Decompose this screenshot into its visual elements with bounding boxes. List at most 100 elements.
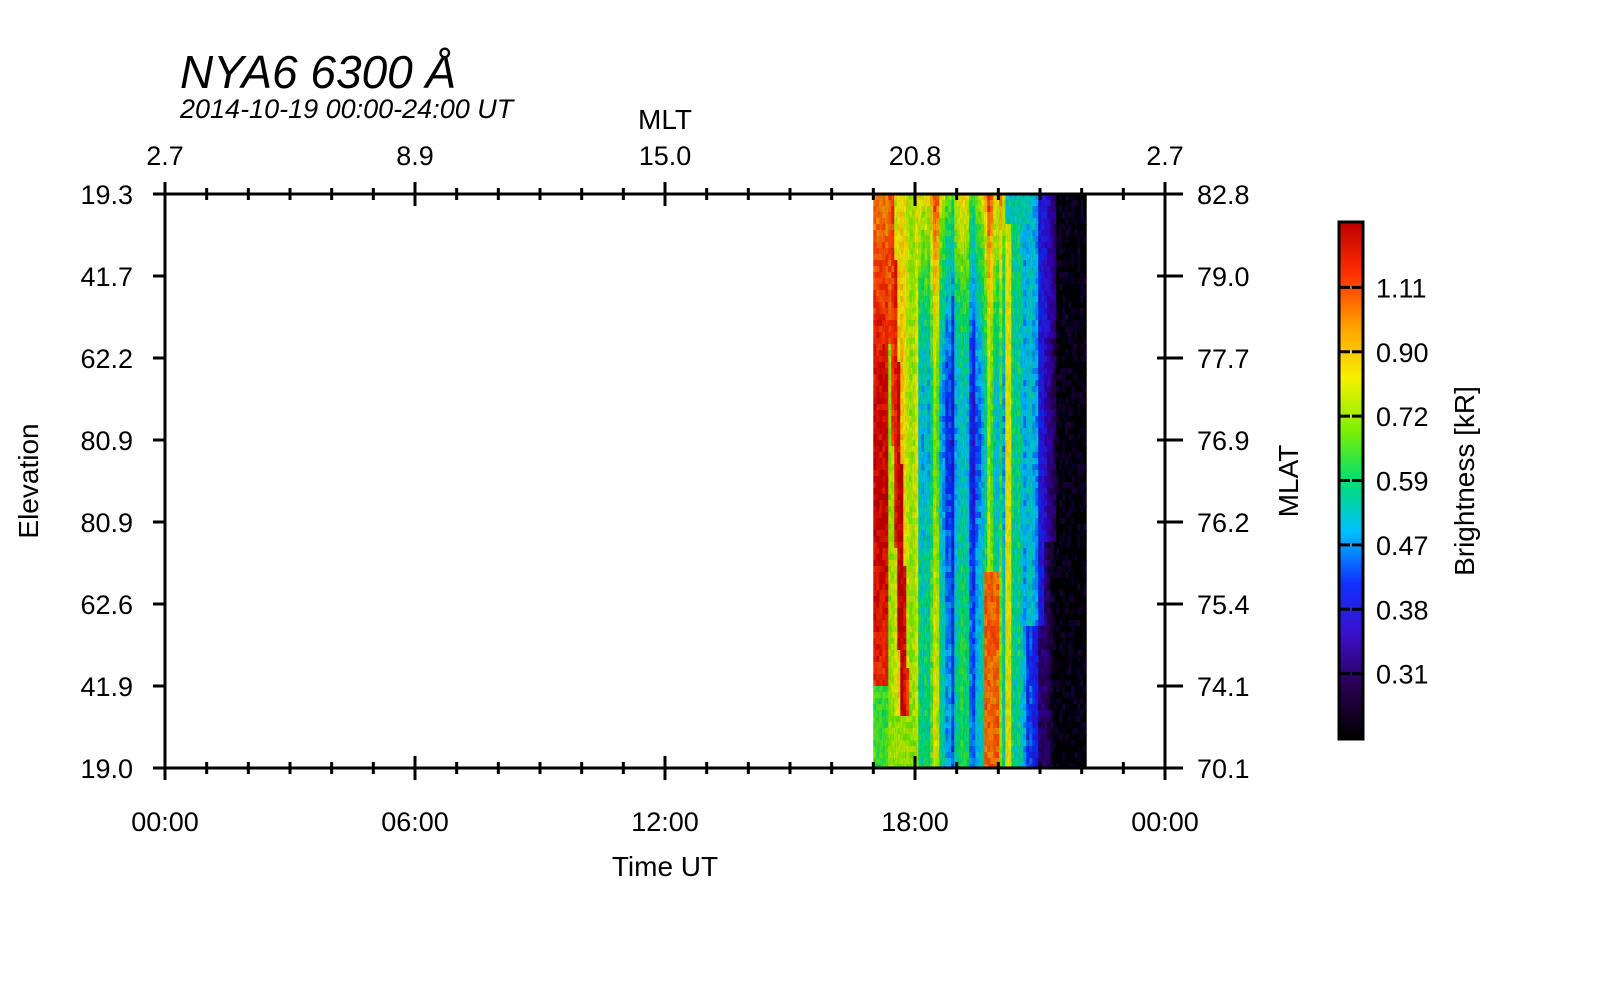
heatmap-cell [897,524,901,531]
heatmap-cell [990,668,994,675]
heatmap-cell [1017,458,1021,465]
heatmap-cell [924,536,928,543]
heatmap-cell [948,380,952,387]
heatmap-cell [951,392,955,399]
heatmap-cell [909,596,913,603]
heatmap-cell [945,428,949,435]
heatmap-cell [906,614,910,621]
heatmap-cell [912,746,916,753]
heatmap-cell [873,686,877,693]
heatmap-cell [975,362,979,369]
heatmap-cell [972,356,976,363]
heatmap-cell [966,710,970,717]
heatmap-cell [999,458,1003,465]
heatmap-cell [1017,272,1021,279]
heatmap-cell [909,416,913,423]
heatmap-cell [906,308,910,315]
heatmap-cell [921,278,925,285]
heatmap-cell [960,392,964,399]
heatmap-cell [1017,332,1021,339]
heatmap-cell [951,626,955,633]
heatmap-cell [1023,692,1027,699]
heatmap-cell [1020,494,1024,501]
heatmap-cell [999,512,1003,519]
heatmap-cell [891,368,895,375]
heatmap-cell [975,566,979,573]
heatmap-cell [930,560,934,567]
heatmap-cell [933,746,937,753]
heatmap-cell [993,572,997,579]
heatmap-cell [927,272,931,279]
heatmap-cell [945,464,949,471]
heatmap-cell [1020,242,1024,249]
heatmap-cell [924,764,928,768]
heatmap-cell [969,398,973,405]
heatmap-cell [903,452,907,459]
heatmap-cell [954,602,958,609]
heatmap-cell [972,464,976,471]
heatmap-cell [894,248,898,255]
heatmap-cell [927,620,931,627]
heatmap-cell [1002,446,1006,453]
heatmap-cell [921,710,925,717]
heatmap-cell [936,686,940,693]
heatmap-cell [957,746,961,753]
heatmap-cell [1005,740,1009,747]
heatmap-cell [939,278,943,285]
heatmap-cell [981,308,985,315]
heatmap-cell [924,572,928,579]
heatmap-cell [960,350,964,357]
heatmap-cell [882,350,886,357]
heatmap-cell [954,500,958,507]
heatmap-cell [1026,392,1030,399]
heatmap-cell [906,476,910,483]
heatmap-cell [945,440,949,447]
heatmap-cell [924,404,928,411]
heatmap-cell [903,746,907,753]
heatmap-cell [1005,572,1009,579]
heatmap-cell [1002,338,1006,345]
heatmap-cell [927,728,931,735]
heatmap-cell [1005,506,1009,513]
heatmap-cell [978,386,982,393]
heatmap-cell [984,356,988,363]
heatmap-cell [969,278,973,285]
heatmap-cell [912,734,916,741]
heatmap-cell [1014,488,1018,495]
heatmap-cell [885,548,889,555]
heatmap-cell [909,206,913,213]
heatmap-cell [993,446,997,453]
heatmap-cell [948,284,952,291]
heatmap-cell [1008,620,1012,627]
heatmap-cell [1011,308,1015,315]
heatmap-cell [945,638,949,645]
heatmap-cell [981,728,985,735]
heatmap-cell [999,422,1003,429]
heatmap-cell [1023,710,1027,717]
heatmap-cell [879,332,883,339]
heatmap-cell [969,572,973,579]
heatmap-cell [966,362,970,369]
heatmap-cell [1020,680,1024,687]
keogram-image [873,195,1087,768]
heatmap-cell [873,722,877,729]
heatmap-cell [1005,332,1009,339]
heatmap-cell [933,686,937,693]
heatmap-cell [879,638,883,645]
heatmap-cell [954,734,958,741]
heatmap-cell [936,248,940,255]
heatmap-cell [1005,698,1009,705]
heatmap-cell [1008,530,1012,537]
heatmap-cell [909,704,913,711]
heatmap-cell [942,578,946,585]
heatmap-cell [960,224,964,231]
heatmap-cell [972,614,976,621]
heatmap-cell [996,272,1000,279]
heatmap-cell [942,392,946,399]
heatmap-cell [909,590,913,597]
heatmap-cell [975,620,979,627]
heatmap-cell [957,578,961,585]
heatmap-cell [930,740,934,747]
heatmap-cell [987,266,991,273]
heatmap-cell [915,314,919,321]
